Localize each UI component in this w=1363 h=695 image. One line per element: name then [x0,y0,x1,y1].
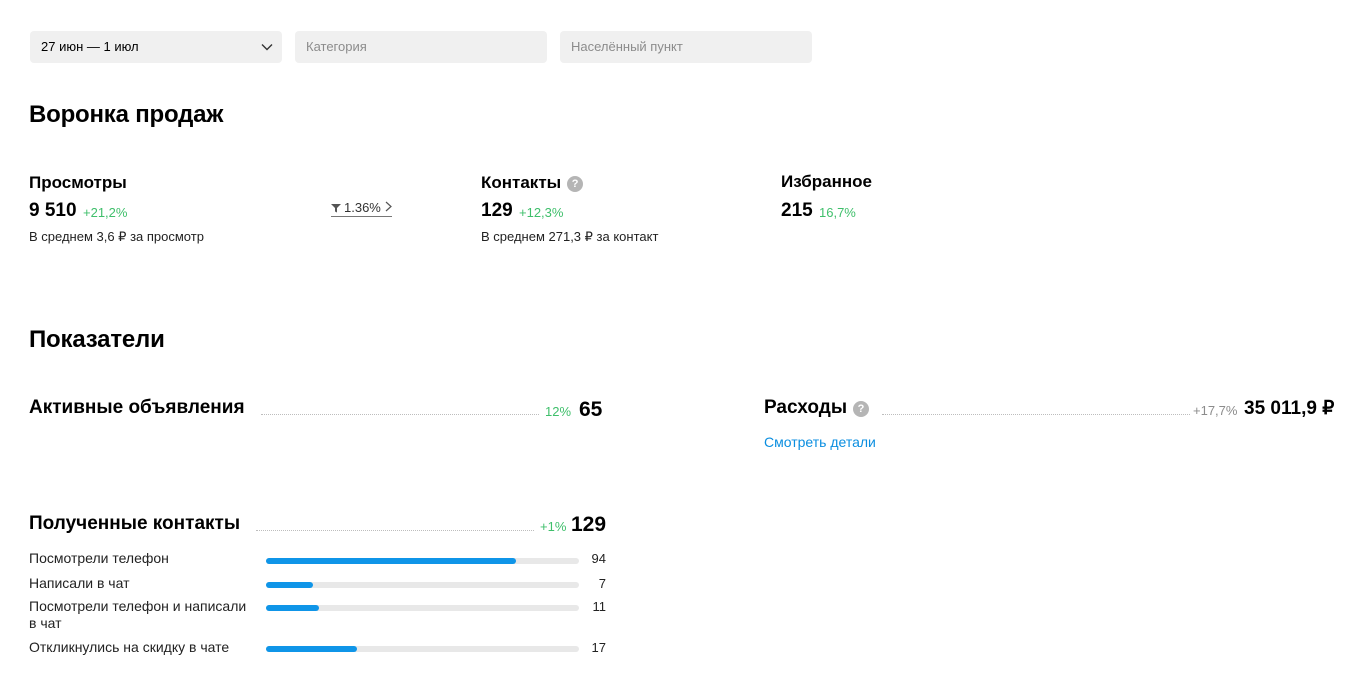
period-select-value: 27 июн — 1 июл [41,39,139,54]
contacts-row-value: 17 [591,640,606,655]
views-label: Просмотры [29,173,127,192]
favorites-label: Избранное [781,172,872,191]
funnel-title: Воронка продаж [29,101,224,128]
expenses-delta: +17,7% [1193,403,1238,418]
contacts-label-text: Контакты [481,173,562,192]
contacts-row-bar [266,646,579,652]
location-placeholder: Населённый пункт [571,39,683,54]
contacts-row-value: 11 [592,599,607,614]
period-select[interactable]: 27 июн — 1 июл [30,31,282,63]
contacts-delta: +12,3% [519,205,564,220]
contacts-row-label: Посмотрели телефон и написали в чат [29,598,247,631]
active-ads-value: 65 [579,398,603,421]
location-input[interactable]: Населённый пункт [560,31,812,63]
contacts-row-value: 7 [598,576,606,591]
help-icon[interactable]: ? [853,401,870,417]
received-contacts-label: Полученные контакты [29,513,241,534]
views-sub: В среднем 3,6 ₽ за просмотр [29,229,204,244]
contacts-row-label: Откликнулись на скидку в чате [29,639,230,655]
chevron-down-icon [261,44,273,51]
chevron-right-icon [385,201,392,212]
conversion-link[interactable]: 1.36% [331,199,392,217]
views-delta: +21,2% [83,205,128,220]
category-placeholder: Категория [306,39,367,54]
help-icon[interactable]: ? [567,176,584,192]
contacts-row-bar [266,605,579,611]
expenses-label: Расходы? [764,397,870,419]
received-contacts-leader [256,530,534,531]
contacts-row-label: Написали в чат [29,575,130,591]
expenses-label-text: Расходы [764,397,848,418]
received-contacts-value: 129 [571,513,607,536]
contacts-value: 129 [481,200,513,221]
funnel-icon [331,204,341,213]
active-ads-label: Активные объявления [29,397,245,418]
view-details-link[interactable]: Смотреть детали [764,434,876,450]
contacts-row-value: 94 [591,551,606,566]
expenses-leader [882,414,1190,415]
contacts-row-bar-fill [266,605,320,611]
favorites-value: 215 [781,200,813,221]
active-ads-delta: 12% [545,404,572,419]
contacts-row-bar-fill [266,646,357,652]
contacts-row-bar [266,582,579,588]
conversion-value: 1.36% [344,200,381,215]
contacts-row-bar [266,558,579,564]
contacts-sub: В среднем 271,3 ₽ за контакт [481,229,659,244]
category-input[interactable]: Категория [295,31,547,63]
favorites-delta: 16,7% [819,205,856,220]
active-ads-leader [261,414,539,415]
contacts-row-bar-fill [266,558,517,564]
contacts-row-bar-fill [266,582,313,588]
views-value: 9 510 [29,200,77,221]
indicators-title: Показатели [29,326,165,353]
expenses-value: 35 011,9 ₽ [1244,398,1335,419]
contacts-label: Контакты? [481,173,584,193]
received-contacts-delta: +1% [540,519,567,534]
contacts-row-label: Посмотрели телефон [29,550,169,566]
